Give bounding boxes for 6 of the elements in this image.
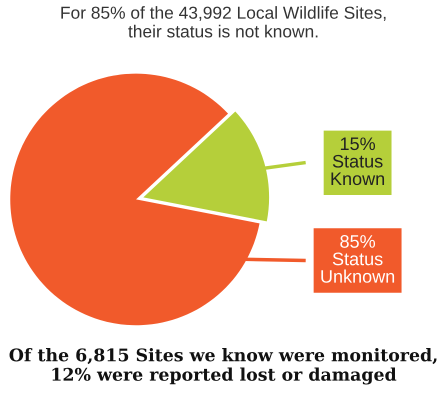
text: Of the 6,815 Sites we know were monitored, 12% were reported lost or damaged <box>10 348 437 385</box>
chart-title: For 85% of the 43,992 Local Wildlife Sites, their status is not known. <box>61 6 386 38</box>
data-label: 85% <box>340 235 376 248</box>
data-label: 15% <box>340 137 376 150</box>
slice-label: Status Unknown <box>321 252 394 283</box>
legend-label: Status Known <box>331 154 384 186</box>
